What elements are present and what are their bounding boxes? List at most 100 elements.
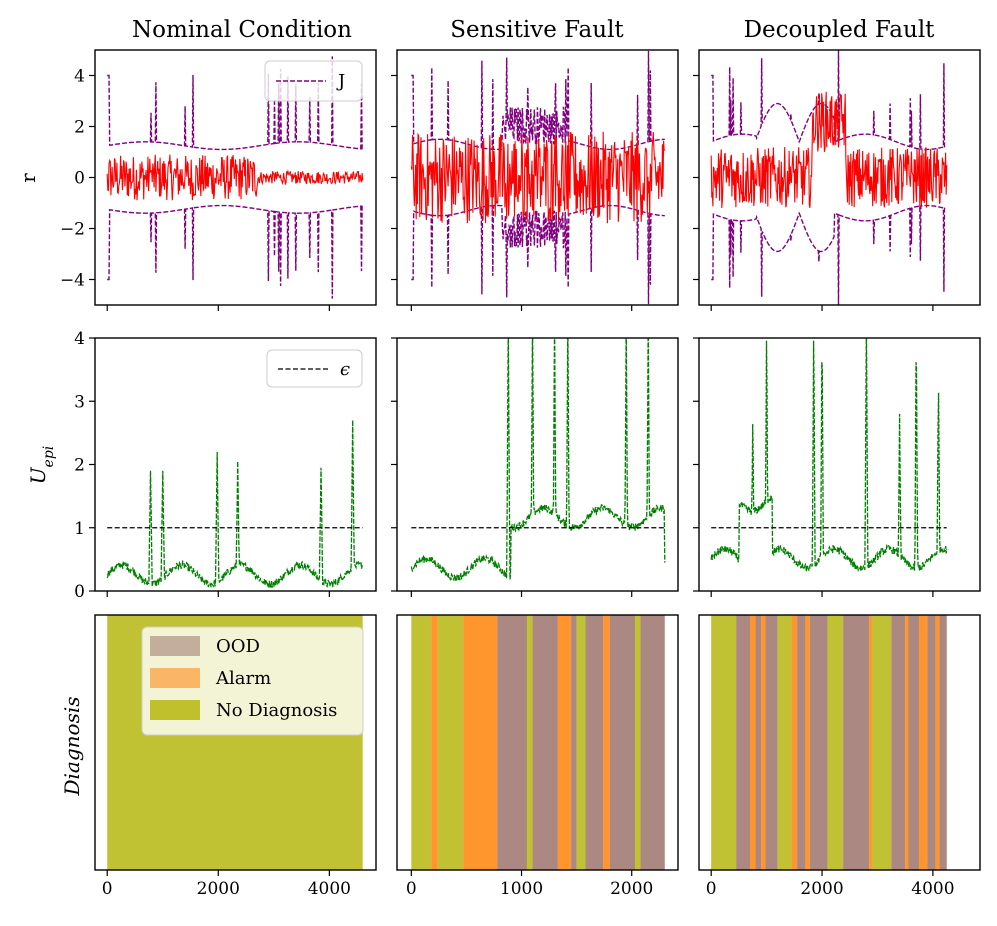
x-tick-label: 2000 [800,879,843,899]
uepi-line [710,338,948,573]
axes-frame [396,337,679,592]
row-label-uepi: Uepi [26,446,57,485]
x-tick-label: 4000 [308,879,351,899]
diagnosis-band-alarm [919,615,928,870]
diagnosis-band-ood [609,615,636,870]
uepi-line [106,420,364,588]
axes-frame [698,614,981,871]
diagnosis-band-alarm [463,615,498,870]
y-tick-label: −2 [60,220,85,240]
column-title-decoupled: Decoupled Fault [744,17,936,43]
diagnosis-band-ood [891,615,906,870]
uepi-panel-1 [410,338,666,581]
diagnosis-band-alarm [935,615,940,870]
legend-swatch-none [150,700,200,720]
diagnosis-panel-1 [411,615,665,870]
diagnosis-band-alarm [603,615,610,870]
y-tick-label: 1 [74,519,85,539]
diagnosis-band-alarm [805,615,810,870]
legend-diagnosis: OOD Alarm No Diagnosis [141,626,364,736]
diagnosis-band-alarm [431,615,438,870]
y-tick-label: 2 [74,118,85,138]
x-tick-label: 2000 [197,879,240,899]
y-tick-label: 0 [74,582,85,602]
upper-bound-line [711,50,947,151]
diagnosis-band-none [871,615,892,870]
legend-epsilon: ϵ [266,349,363,388]
y-tick-label: 4 [74,329,85,349]
legend-swatch-ood [150,636,200,656]
axes-frame [396,614,679,871]
upper-bound-line [107,56,363,151]
legend-label-j: J [336,71,345,92]
diagnosis-band-ood [843,615,870,870]
legend-label-none: No Diagnosis [216,700,337,721]
diagnosis-band-alarm [869,615,872,870]
diagnosis-band-ood [797,615,806,870]
x-tick-label: 0 [406,879,417,899]
diagnosis-band-none [576,615,586,870]
diagnosis-band-alarm [557,615,572,870]
legend-j: J [264,60,363,102]
diagnosis-band-none [527,615,533,870]
upper-bound-line [411,50,665,151]
uepi-subscript: epi [41,446,57,468]
y-tick-label: 3 [74,392,85,412]
diagnosis-band-none [711,615,737,870]
y-tick-label: 0 [74,169,85,189]
row-label-diagnosis: Diagnosis [60,696,84,796]
diagnosis-band-ood [497,615,528,870]
diagnosis-band-ood [532,615,558,870]
x-tick-label: 1000 [500,879,543,899]
diagnosis-band-ood [927,615,936,870]
axes-frame [94,614,377,871]
y-tick-label: 2 [74,456,85,476]
diagnosis-band-ood [939,615,947,870]
residual-panel-0 [106,56,364,299]
y-tick-label: 4 [74,67,85,87]
residual-signal-line [106,154,364,201]
diagnosis-band-alarm [749,615,756,870]
column-title-nominal: Nominal Condition [132,17,352,43]
lower-bound-line [107,204,363,299]
diagnosis-band-ood [571,615,577,870]
diagnosis-band-none [827,615,844,870]
x-tick-label: 2000 [610,879,653,899]
diagnosis-band-ood [585,615,604,870]
column-title-sensitive: Sensitive Fault [450,17,624,43]
diagnosis-band-alarm [791,615,798,870]
diagnosis-band-none [635,615,641,870]
diagnosis-band-none [777,615,792,870]
residual-panel-1 [410,50,665,305]
residual-signal-line [410,131,665,224]
diagnosis-band-ood [809,615,828,870]
residual-panel-2 [710,50,948,305]
diagnosis-panel-2 [711,615,947,870]
diagnosis-band-ood [640,615,665,870]
lower-bound-line [411,204,665,305]
legend-box [266,349,363,388]
diagnosis-band-ood [908,615,920,870]
x-tick-label: 4000 [911,879,954,899]
uepi-line [410,338,666,581]
row-label-r: r [16,173,40,183]
plot-area: 0 2000 4000 −4 −2 0 2 4 0 1 2 3 4 0 1000 2000 0 2000 4000 J… [60,49,981,899]
x-tick-label: 0 [706,879,717,899]
x-tick-label: 0 [102,879,113,899]
uepi-panel-2 [710,338,948,573]
lower-bound-line [711,204,947,305]
diagnosis-band-ood [765,615,778,870]
legend-label-epsilon: ϵ [340,359,350,380]
diagnosis-band-none [437,615,464,870]
diagnosis-band-none [411,615,432,870]
diagnosis-band-alarm [905,615,909,870]
legend-swatch-alarm [150,668,200,688]
y-tick-label: −4 [60,271,85,291]
legend-label-alarm: Alarm [215,668,271,689]
legend-label-ood: OOD [216,636,260,657]
uepi-panel-0 [106,420,364,588]
diagnosis-band-ood [736,615,750,870]
diagnosis-band-ood [755,615,762,870]
diagnosis-band-alarm [761,615,766,870]
